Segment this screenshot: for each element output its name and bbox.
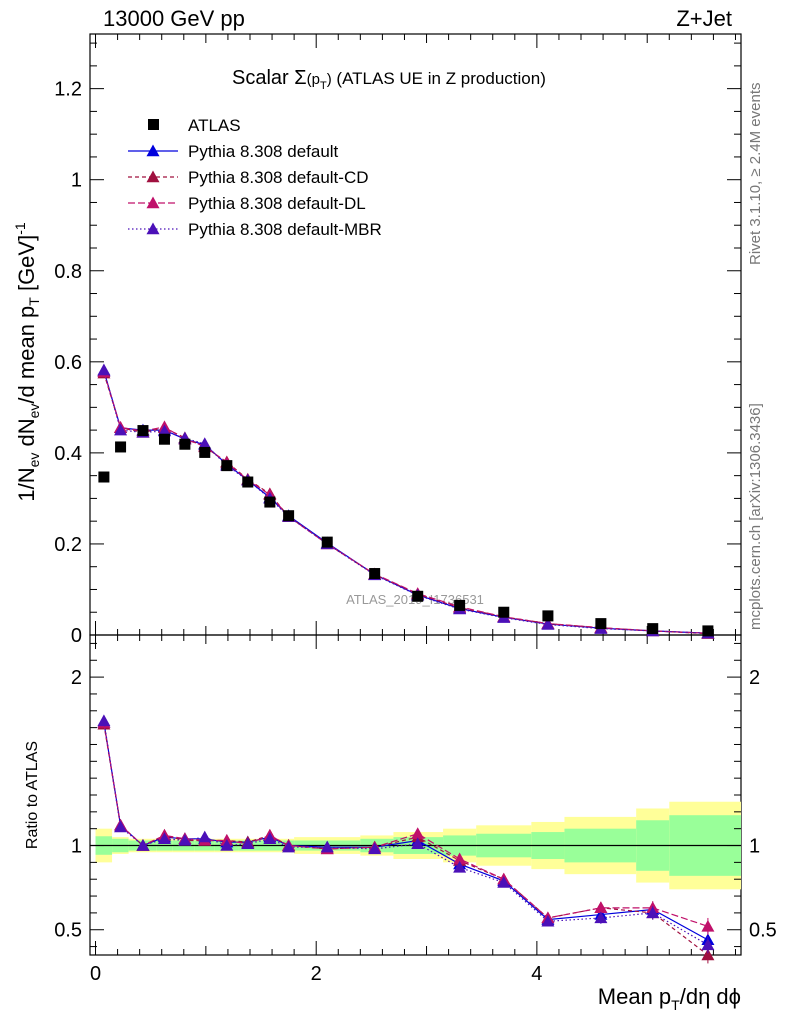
series-point-ratio: [594, 901, 608, 914]
series-point-ratio: [136, 839, 150, 851]
ratio-plot-area: [89, 634, 742, 956]
series-point-ratio: [220, 839, 234, 851]
atlas-point: [199, 446, 211, 458]
series-point-ratio: [411, 837, 425, 850]
series-point-ratio: [178, 833, 192, 846]
atlas-point: [647, 623, 659, 635]
atlas-point: [595, 618, 607, 630]
series-point-ratio: [157, 832, 171, 844]
atlas-point: [98, 471, 110, 483]
atlas-point: [412, 590, 424, 602]
series-point-ratio: [701, 919, 715, 932]
atlas-point: [242, 476, 254, 488]
atlas-data: [98, 425, 714, 637]
y-tick-label-main: 0.6: [54, 352, 82, 374]
atlas-point: [369, 568, 381, 580]
legend-label: ATLAS: [188, 116, 241, 135]
series-point-ratio: [198, 830, 212, 843]
atlas-point: [264, 496, 276, 508]
atlas-point: [179, 438, 191, 450]
series-point-main: [541, 618, 555, 630]
y-tick-label-main: 1.2: [54, 79, 82, 101]
series-point-main: [157, 424, 171, 437]
atlas-point: [702, 625, 714, 637]
plot-title-main: Scalar: [232, 67, 294, 89]
legend-marker-atlas: [148, 119, 159, 130]
atlas-point: [283, 510, 295, 522]
series-point-ratio: [282, 840, 296, 853]
y-tick-label-main: 1: [71, 170, 82, 192]
y-tick-label-ratio: 2: [71, 667, 82, 689]
series-point-main: [198, 437, 212, 449]
y-tick-label-ratio-right: 2: [749, 667, 760, 689]
plot-title-p-open: (p: [307, 71, 320, 88]
y-tick-label-ratio: 0.5: [54, 920, 82, 942]
series-point-ratio: [701, 938, 715, 951]
series-point-ratio: [701, 948, 715, 961]
series-point-ratio: [453, 860, 467, 873]
series-point-ratio: [241, 837, 255, 850]
header-right: Z+Jet: [676, 6, 732, 31]
series-point-ratio: [646, 906, 660, 919]
x-axis-label: Mean pT/dη dϕ: [598, 984, 741, 1013]
legend-marker: [146, 144, 160, 157]
y-axis-label: 1/Nev dNev/d mean pT [GeV]-1: [12, 222, 42, 502]
series-point-ratio: [368, 842, 382, 855]
y-tick-label-main: 0.8: [54, 261, 82, 283]
series-point-ratio: [320, 840, 334, 853]
series-point-ratio: [263, 832, 277, 844]
series-point-main: [114, 423, 128, 436]
header-left: 13000 GeV pp: [103, 6, 245, 31]
legend-marker: [146, 170, 160, 183]
plot-title-suffix: (ATLAS UE in Z production): [332, 69, 546, 88]
y-tick-label-main: 0.4: [54, 443, 82, 465]
plot-title-sigma: Σ: [294, 67, 306, 89]
tick-labels: 0 2 4 0 0.2 0.4 0.6 0.8 1 1.2 0.5 0.5 1 1 2 2: [54, 79, 777, 985]
plot-title: Scalar Σ(pT) (ATLAS UE in Z production): [232, 67, 546, 92]
series-point-ratio: [497, 876, 511, 888]
atlas-point: [221, 460, 233, 472]
ratio-y-axis-label: Ratio to ATLAS: [24, 741, 41, 849]
y-tick-label-ratio: 1: [71, 836, 82, 858]
series-point-ratio: [97, 714, 111, 727]
series-point-main: [97, 363, 111, 376]
atlas-point: [115, 441, 127, 453]
legend-marker: [146, 222, 160, 235]
rivet-version-label: Rivet 3.1.10, ≥ 2.4M events: [747, 83, 764, 266]
plot-title-p-sub: T: [320, 80, 327, 92]
series-point-ratio: [453, 852, 467, 865]
y-tick-label-ratio-right: 1: [749, 836, 760, 858]
y-tick-label-ratio-right: 0.5: [749, 920, 777, 942]
atlas-point: [321, 536, 333, 548]
atlas-point: [542, 610, 554, 622]
ratio-series: [97, 714, 715, 964]
axis-ticks: [90, 34, 741, 955]
x-tick-label: 4: [531, 963, 542, 985]
y-tick-label-main: 0: [71, 625, 82, 647]
atlas-point: [158, 433, 170, 445]
series-point-ratio: [541, 914, 555, 927]
legend: ATLAS Pythia 8.308 default Pythia 8.308 de…: [128, 116, 382, 239]
legend-label: Pythia 8.308 default-CD: [188, 168, 369, 187]
legend-marker: [146, 196, 160, 209]
series-point-ratio: [411, 827, 425, 839]
atlas-point: [454, 599, 466, 611]
y-tick-label-main: 0.2: [54, 534, 82, 556]
atlas-point: [137, 425, 149, 437]
mcplots-label: mcplots.cern.ch [arXiv:1306.3436]: [747, 403, 764, 630]
ratio-frame: [89, 634, 742, 956]
x-tick-label: 2: [311, 963, 322, 985]
series-point-ratio: [114, 820, 128, 833]
legend-label: Pythia 8.308 default-DL: [188, 194, 366, 213]
legend-label: Pythia 8.308 default-MBR: [188, 220, 382, 239]
legend-label: Pythia 8.308 default: [188, 142, 339, 161]
x-tick-label: 0: [90, 963, 101, 985]
series-point-ratio: [594, 911, 608, 924]
atlas-point: [498, 606, 510, 618]
plot-title-p-close: ): [327, 71, 332, 88]
